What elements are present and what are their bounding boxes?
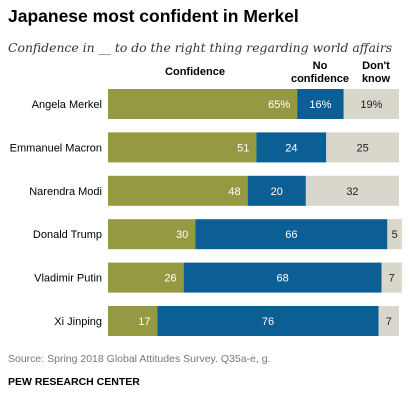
category-label-donald-trump: Donald Trump	[33, 229, 102, 241]
value-label-no-confidence-emmanuel-macron: 24	[285, 142, 297, 154]
bar-dont-know-vladimir-putin	[381, 262, 402, 293]
value-label-dont-know-emmanuel-macron: 25	[357, 142, 369, 154]
bar-no-confidence-angela-merkel	[297, 89, 344, 119]
category-label-emmanuel-macron: Emmanuel Macron	[10, 142, 102, 154]
bar-confidence-emmanuel-macron	[108, 132, 257, 163]
bar-no-confidence-narendra-modi	[247, 175, 306, 206]
value-label-no-confidence-vladimir-putin: 68	[276, 273, 288, 285]
column-header-confidence: Confidence	[165, 66, 225, 78]
bar-no-confidence-xi-jinping	[157, 306, 379, 336]
bar-dont-know-emmanuel-macron	[326, 132, 399, 163]
value-label-confidence-donald-trump: 30	[176, 229, 188, 241]
bar-no-confidence-emmanuel-macron	[256, 132, 327, 163]
category-label-vladimir-putin: Vladimir Putin	[34, 273, 102, 285]
value-label-confidence-emmanuel-macron: 51	[237, 142, 249, 154]
value-label-no-confidence-xi-jinping: 76	[262, 316, 274, 328]
bar-confidence-xi-jinping	[108, 306, 158, 336]
column-header-dont-know: Don't know	[361, 60, 391, 85]
chart-subtitle: Confidence in __ to do the right thing r…	[8, 40, 393, 55]
bar-dont-know-angela-merkel	[343, 89, 399, 119]
category-label-narendra-modi: Narendra Modi	[29, 186, 102, 198]
brand-label: PEW RESEARCH CENTER	[8, 376, 140, 388]
bar-dont-know-narendra-modi	[305, 175, 399, 206]
category-label-xi-jinping: Xi Jinping	[54, 316, 102, 328]
value-label-dont-know-narendra-modi: 32	[346, 186, 358, 198]
bar-no-confidence-donald-trump	[195, 219, 388, 250]
value-label-confidence-xi-jinping: 17	[138, 316, 150, 328]
bar-no-confidence-vladimir-putin	[183, 262, 382, 293]
bar-dont-know-donald-trump	[387, 219, 402, 250]
value-label-no-confidence-narendra-modi: 20	[271, 186, 283, 198]
value-label-dont-know-donald-trump: 5	[392, 229, 398, 241]
value-label-no-confidence-donald-trump: 66	[285, 229, 297, 241]
value-label-confidence-narendra-modi: 48	[228, 186, 240, 198]
value-label-no-confidence-angela-merkel: 16%	[309, 99, 331, 111]
value-label-dont-know-angela-merkel: 19%	[360, 99, 382, 111]
value-label-dont-know-vladimir-putin: 7	[389, 273, 395, 285]
source-note: Source: Spring 2018 Global Attitudes Sur…	[8, 353, 271, 365]
bar-confidence-angela-merkel	[108, 89, 298, 119]
column-header-no-confidence: No confidence	[290, 60, 350, 85]
value-label-dont-know-xi-jinping: 7	[386, 316, 392, 328]
bar-confidence-narendra-modi	[108, 175, 248, 206]
category-label-angela-merkel: Angela Merkel	[32, 99, 102, 111]
value-label-confidence-vladimir-putin: 26	[164, 273, 176, 285]
value-label-confidence-angela-merkel: 65%	[268, 99, 290, 111]
bar-dont-know-xi-jinping	[378, 306, 399, 336]
bar-confidence-vladimir-putin	[108, 262, 184, 293]
chart-title: Japanese most confident in Merkel	[8, 6, 299, 26]
bar-confidence-donald-trump	[108, 219, 196, 250]
